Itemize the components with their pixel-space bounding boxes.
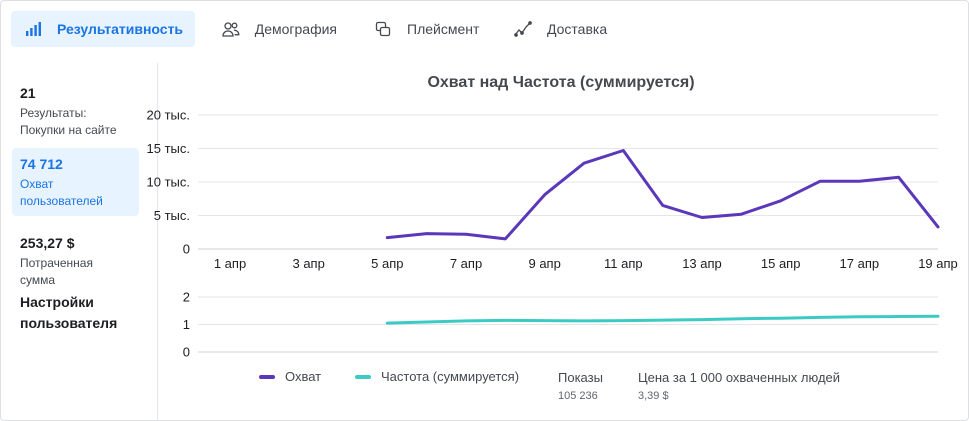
x-tick-label: 1 апр: [214, 256, 246, 271]
legend-reach-label: Охват: [285, 369, 322, 384]
frequency-y-tick-label: 0: [183, 345, 190, 360]
chart-legend: Охват Частота (суммируется) Показы 105 2…: [1, 369, 969, 409]
tab-placement[interactable]: Плейсмент: [353, 11, 493, 47]
chart-title: Охват над Частота (суммируется): [427, 74, 695, 91]
metric-reach[interactable]: 74 712 Охват пользователей: [12, 148, 139, 216]
x-tick-label: 15 апр: [761, 256, 801, 271]
reach-y-tick-label: 0: [183, 242, 190, 257]
delivery-icon: [513, 19, 533, 39]
frequency-y-tick-label: 2: [183, 290, 190, 305]
tab-demographics-label: Демография: [254, 21, 337, 37]
tab-demographics[interactable]: Демография: [199, 11, 349, 47]
placement-icon: [373, 19, 393, 39]
metric-spend-value: 253,27 $: [20, 235, 75, 251]
tab-performance[interactable]: Результативность: [11, 11, 195, 47]
metric-reach-value: 74 712: [20, 156, 63, 172]
people-icon: [221, 19, 241, 39]
cost-per-1000-value: 3,39 $: [638, 390, 669, 402]
impressions-value: 105 236: [558, 390, 598, 402]
x-tick-label: 9 апр: [528, 256, 560, 271]
legend-impressions: Показы 105 236: [558, 369, 603, 404]
metric-spend[interactable]: 253,27 $ Потраченная сумма: [12, 227, 139, 296]
x-tick-label: 13 апр: [682, 256, 722, 271]
tab-bar: Результативность Демография Плейсмент: [11, 11, 627, 47]
legend-reach[interactable]: Охват: [259, 369, 321, 384]
tab-delivery-label: Доставка: [547, 21, 608, 37]
cost-per-1000-label: Цена за 1 000 охваченных людей: [638, 370, 841, 385]
metric-results-label: Результаты: Покупки на сайте: [20, 106, 117, 137]
x-tick-label: 5 апр: [371, 256, 403, 271]
x-tick-label: 11 апр: [604, 256, 643, 271]
x-tick-label: 3 апр: [292, 256, 324, 271]
frequency-series-line: [385, 314, 940, 325]
legend-frequency[interactable]: Частота (суммируется): [355, 369, 519, 384]
reach-y-tick-label: 10 тыс.: [147, 175, 190, 190]
tab-performance-label: Результативность: [57, 21, 184, 37]
frequency-y-tick-label: 1: [183, 317, 190, 332]
legend-frequency-swatch: [355, 374, 371, 379]
tab-delivery[interactable]: Доставка: [497, 11, 627, 47]
reach-series-line: [385, 149, 940, 241]
bar-chart-icon: [25, 19, 41, 39]
legend-frequency-label: Частота (суммируется): [381, 369, 520, 384]
x-tick-label: 7 апр: [450, 256, 482, 271]
impressions-label: Показы: [558, 370, 603, 385]
metric-spend-label: Потраченная сумма: [20, 256, 93, 287]
legend-cost-per-1000: Цена за 1 000 охваченных людей 3,39 $: [638, 369, 840, 404]
tab-placement-label: Плейсмент: [407, 21, 480, 37]
metric-results-value: 21: [20, 85, 36, 101]
legend-reach-swatch: [259, 374, 275, 379]
metric-results[interactable]: 21 Результаты: Покупки на сайте: [12, 77, 139, 146]
reach-y-tick-label: 20 тыс.: [147, 108, 190, 123]
reach-y-tick-label: 5 тыс.: [154, 208, 190, 223]
sidebar-divider: [157, 63, 158, 421]
user-settings-heading[interactable]: Настройки пользователя: [20, 294, 118, 331]
x-tick-label: 19 апр: [918, 256, 958, 271]
reach-y-tick-label: 15 тыс.: [147, 141, 190, 156]
x-tick-label: 17 апр: [840, 256, 880, 271]
metric-reach-label: Охват пользователей: [20, 177, 103, 208]
